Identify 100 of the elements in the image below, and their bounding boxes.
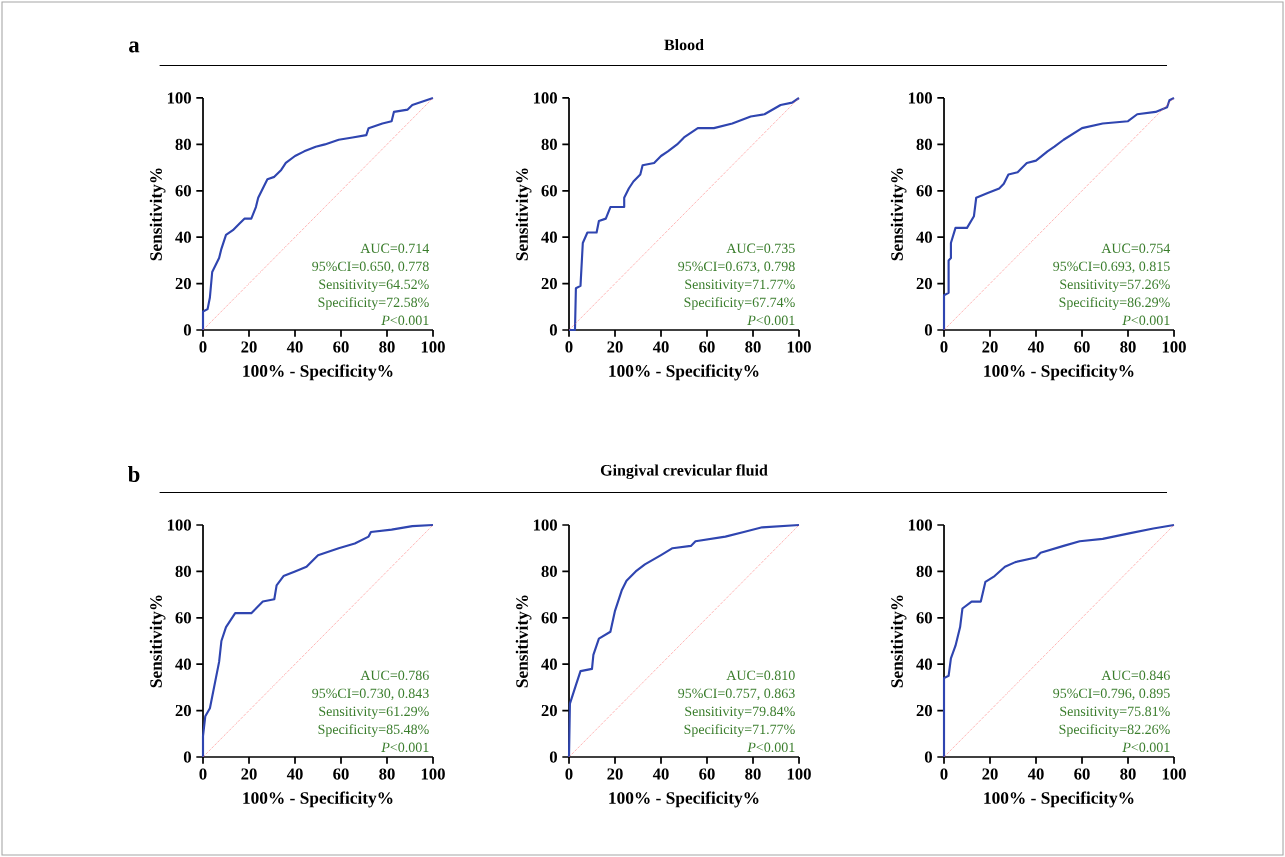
y-tick-label: 60 xyxy=(541,612,557,624)
y-tick-label: 40 xyxy=(175,658,191,670)
y-axis-title: Sensitivity% xyxy=(890,595,907,688)
x-tick-label: 60 xyxy=(699,768,715,780)
x-tick-label: 0 xyxy=(940,768,948,780)
x-tick-label: 40 xyxy=(1027,341,1044,353)
x-tick-label: 60 xyxy=(1074,768,1090,780)
chart-title: a xyxy=(129,41,140,53)
x-tick-label: 80 xyxy=(1120,341,1136,353)
annotation: Sensitivity=61.29% xyxy=(319,706,429,719)
annotation: Specificity=72.58% xyxy=(318,297,429,310)
annotation: AUC=0.810 xyxy=(726,670,795,681)
x-tick-label: 20 xyxy=(982,768,998,780)
y-tick-label: 80 xyxy=(916,138,932,151)
y-tick-label: 20 xyxy=(916,704,932,717)
y-tick-label: 40 xyxy=(916,658,932,670)
x-tick-label: 40 xyxy=(1027,768,1044,780)
y-tick-label: 0 xyxy=(549,751,557,763)
x-tick-label: 100 xyxy=(787,768,811,780)
annotation: 95%CI=0.673, 0.798 xyxy=(678,261,795,274)
y-axis-title: Sensitivity% xyxy=(149,595,166,688)
x-tick-label: 100 xyxy=(421,768,445,780)
annotation: Sensitivity=75.81% xyxy=(1060,706,1170,719)
x-axis-title: 100% - Specificity% xyxy=(609,791,759,808)
y-tick-label: 80 xyxy=(916,565,932,578)
x-tick-label: 0 xyxy=(199,768,207,780)
annotation: AUC=0.786 xyxy=(360,670,429,681)
annotation: P<0.001 xyxy=(381,315,429,326)
y-tick-label: 100 xyxy=(533,92,557,104)
x-axis-title: 100% - Specificity% xyxy=(984,791,1134,808)
x-tick-label: 20 xyxy=(982,341,998,353)
annotation: Specificity=71.77% xyxy=(684,724,795,737)
x-tick-label: 80 xyxy=(745,768,761,780)
y-tick-label: 60 xyxy=(541,185,557,197)
x-tick-label: 20 xyxy=(241,768,257,780)
y-tick-label: 100 xyxy=(167,92,191,104)
y-tick-label: 100 xyxy=(908,519,932,531)
annotation: P<0.001 xyxy=(747,742,795,753)
chart-title: b xyxy=(127,465,140,482)
y-tick-label: 20 xyxy=(175,277,191,290)
x-tick-label: 80 xyxy=(745,341,761,353)
y-axis-title: Sensitivity% xyxy=(890,168,907,261)
annotation: 95%CI=0.693, 0.815 xyxy=(1053,261,1170,274)
x-axis-title: 100% - Specificity% xyxy=(243,364,393,381)
x-tick-label: 60 xyxy=(699,341,715,353)
y-tick-label: 20 xyxy=(916,277,932,290)
y-tick-label: 80 xyxy=(175,138,191,151)
x-tick-label: 100 xyxy=(421,341,445,353)
x-tick-label: 80 xyxy=(379,768,395,780)
x-tick-label: 60 xyxy=(1074,341,1090,353)
chart-title: Gingival crevicular fluid xyxy=(600,464,768,480)
x-tick-label: 20 xyxy=(607,341,623,353)
x-axis-title: 100% - Specificity% xyxy=(243,791,393,808)
annotation: AUC=0.735 xyxy=(726,243,795,254)
annotation: Sensitivity=57.26% xyxy=(1060,279,1170,292)
annotation: 95%CI=0.757, 0.863 xyxy=(678,688,795,701)
annotation: Specificity=82.26% xyxy=(1059,724,1170,737)
annotation: 95%CI=0.796, 0.895 xyxy=(1053,688,1170,701)
y-tick-label: 100 xyxy=(533,519,557,531)
y-axis-title: Sensitivity% xyxy=(515,595,532,688)
y-axis-title: Sensitivity% xyxy=(515,168,532,261)
y-tick-label: 80 xyxy=(541,138,557,151)
annotation: P<0.001 xyxy=(381,742,429,753)
x-tick-label: 80 xyxy=(1120,768,1136,780)
annotation: 95%CI=0.730, 0.843 xyxy=(312,688,429,701)
x-tick-label: 60 xyxy=(333,341,349,353)
x-tick-label: 80 xyxy=(379,341,395,353)
annotation: 95%CI=0.650, 0.778 xyxy=(312,261,429,274)
y-tick-label: 60 xyxy=(916,612,932,624)
x-tick-label: 0 xyxy=(940,341,948,353)
chart-title: Blood xyxy=(664,39,704,51)
x-tick-label: 40 xyxy=(286,341,303,353)
annotation: Specificity=85.48% xyxy=(318,724,429,737)
y-tick-label: 0 xyxy=(924,324,932,336)
annotation: AUC=0.754 xyxy=(1101,243,1171,254)
y-tick-label: 100 xyxy=(908,92,932,104)
x-axis-title: 100% - Specificity% xyxy=(984,364,1134,381)
x-tick-label: 100 xyxy=(1162,768,1186,780)
x-tick-label: 0 xyxy=(565,768,573,780)
y-tick-label: 20 xyxy=(175,704,191,717)
x-tick-label: 20 xyxy=(241,341,257,353)
x-tick-label: 0 xyxy=(565,341,573,353)
y-tick-label: 0 xyxy=(924,751,932,763)
y-tick-label: 0 xyxy=(183,324,191,336)
y-tick-label: 40 xyxy=(541,231,557,243)
x-axis-title: 100% - Specificity% xyxy=(609,364,759,381)
y-tick-label: 100 xyxy=(167,519,191,531)
annotation: P<0.001 xyxy=(747,315,795,326)
y-tick-label: 20 xyxy=(541,704,557,717)
y-tick-label: 60 xyxy=(916,185,932,197)
y-tick-label: 0 xyxy=(183,751,191,763)
annotation: Sensitivity=71.77% xyxy=(685,279,795,292)
annotation: Sensitivity=79.84% xyxy=(685,706,795,719)
x-tick-label: 100 xyxy=(1162,341,1186,353)
x-tick-label: 40 xyxy=(652,341,669,353)
y-tick-label: 60 xyxy=(175,612,191,624)
annotation: Sensitivity=64.52% xyxy=(319,279,429,292)
y-tick-label: 40 xyxy=(541,658,557,670)
x-tick-label: 40 xyxy=(286,768,303,780)
annotation: AUC=0.714 xyxy=(360,243,430,254)
